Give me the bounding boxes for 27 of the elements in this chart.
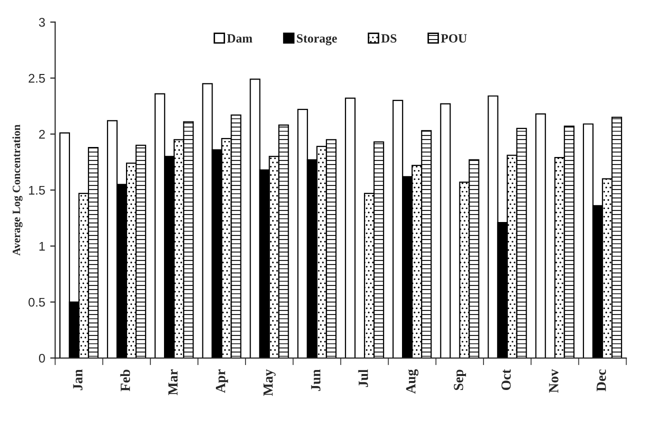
bar [440, 103, 451, 358]
x-tick-label: Nov [549, 369, 558, 393]
x-tick-label: Jul [358, 369, 368, 388]
y-tick-label: 2.5 [28, 74, 45, 83]
x-tick-label: Apr [216, 369, 228, 393]
legend-label: Storage [296, 34, 337, 46]
y-tick-label: 0 [38, 354, 45, 363]
x-tick-label: Oct [501, 369, 511, 390]
x-tick-label: Dec [596, 369, 606, 392]
legend-label: POU [440, 34, 467, 43]
x-tick-label: Jun [311, 369, 320, 391]
y-tick-label: 2 [39, 130, 45, 139]
x-tick-label: May [264, 369, 276, 396]
y-axis-title: Average Log Concentration [12, 124, 23, 256]
x-tick-label: Aug [406, 369, 418, 394]
x-tick-label: Jan [73, 369, 82, 390]
y-tick-label: 1 [39, 242, 45, 251]
x-tick-label: Sep [454, 370, 466, 390]
bar [535, 113, 546, 358]
legend-label: DS [381, 34, 396, 43]
x-tick-label: Feb [120, 370, 130, 392]
x-tick-label: Mar [168, 369, 178, 396]
y-tick-label: 0.5 [28, 298, 45, 307]
y-tick-label: 3 [38, 18, 45, 27]
legend-label: Dam [227, 34, 252, 43]
y-tick-label: 1.5 [29, 186, 45, 195]
bar [344, 98, 356, 358]
